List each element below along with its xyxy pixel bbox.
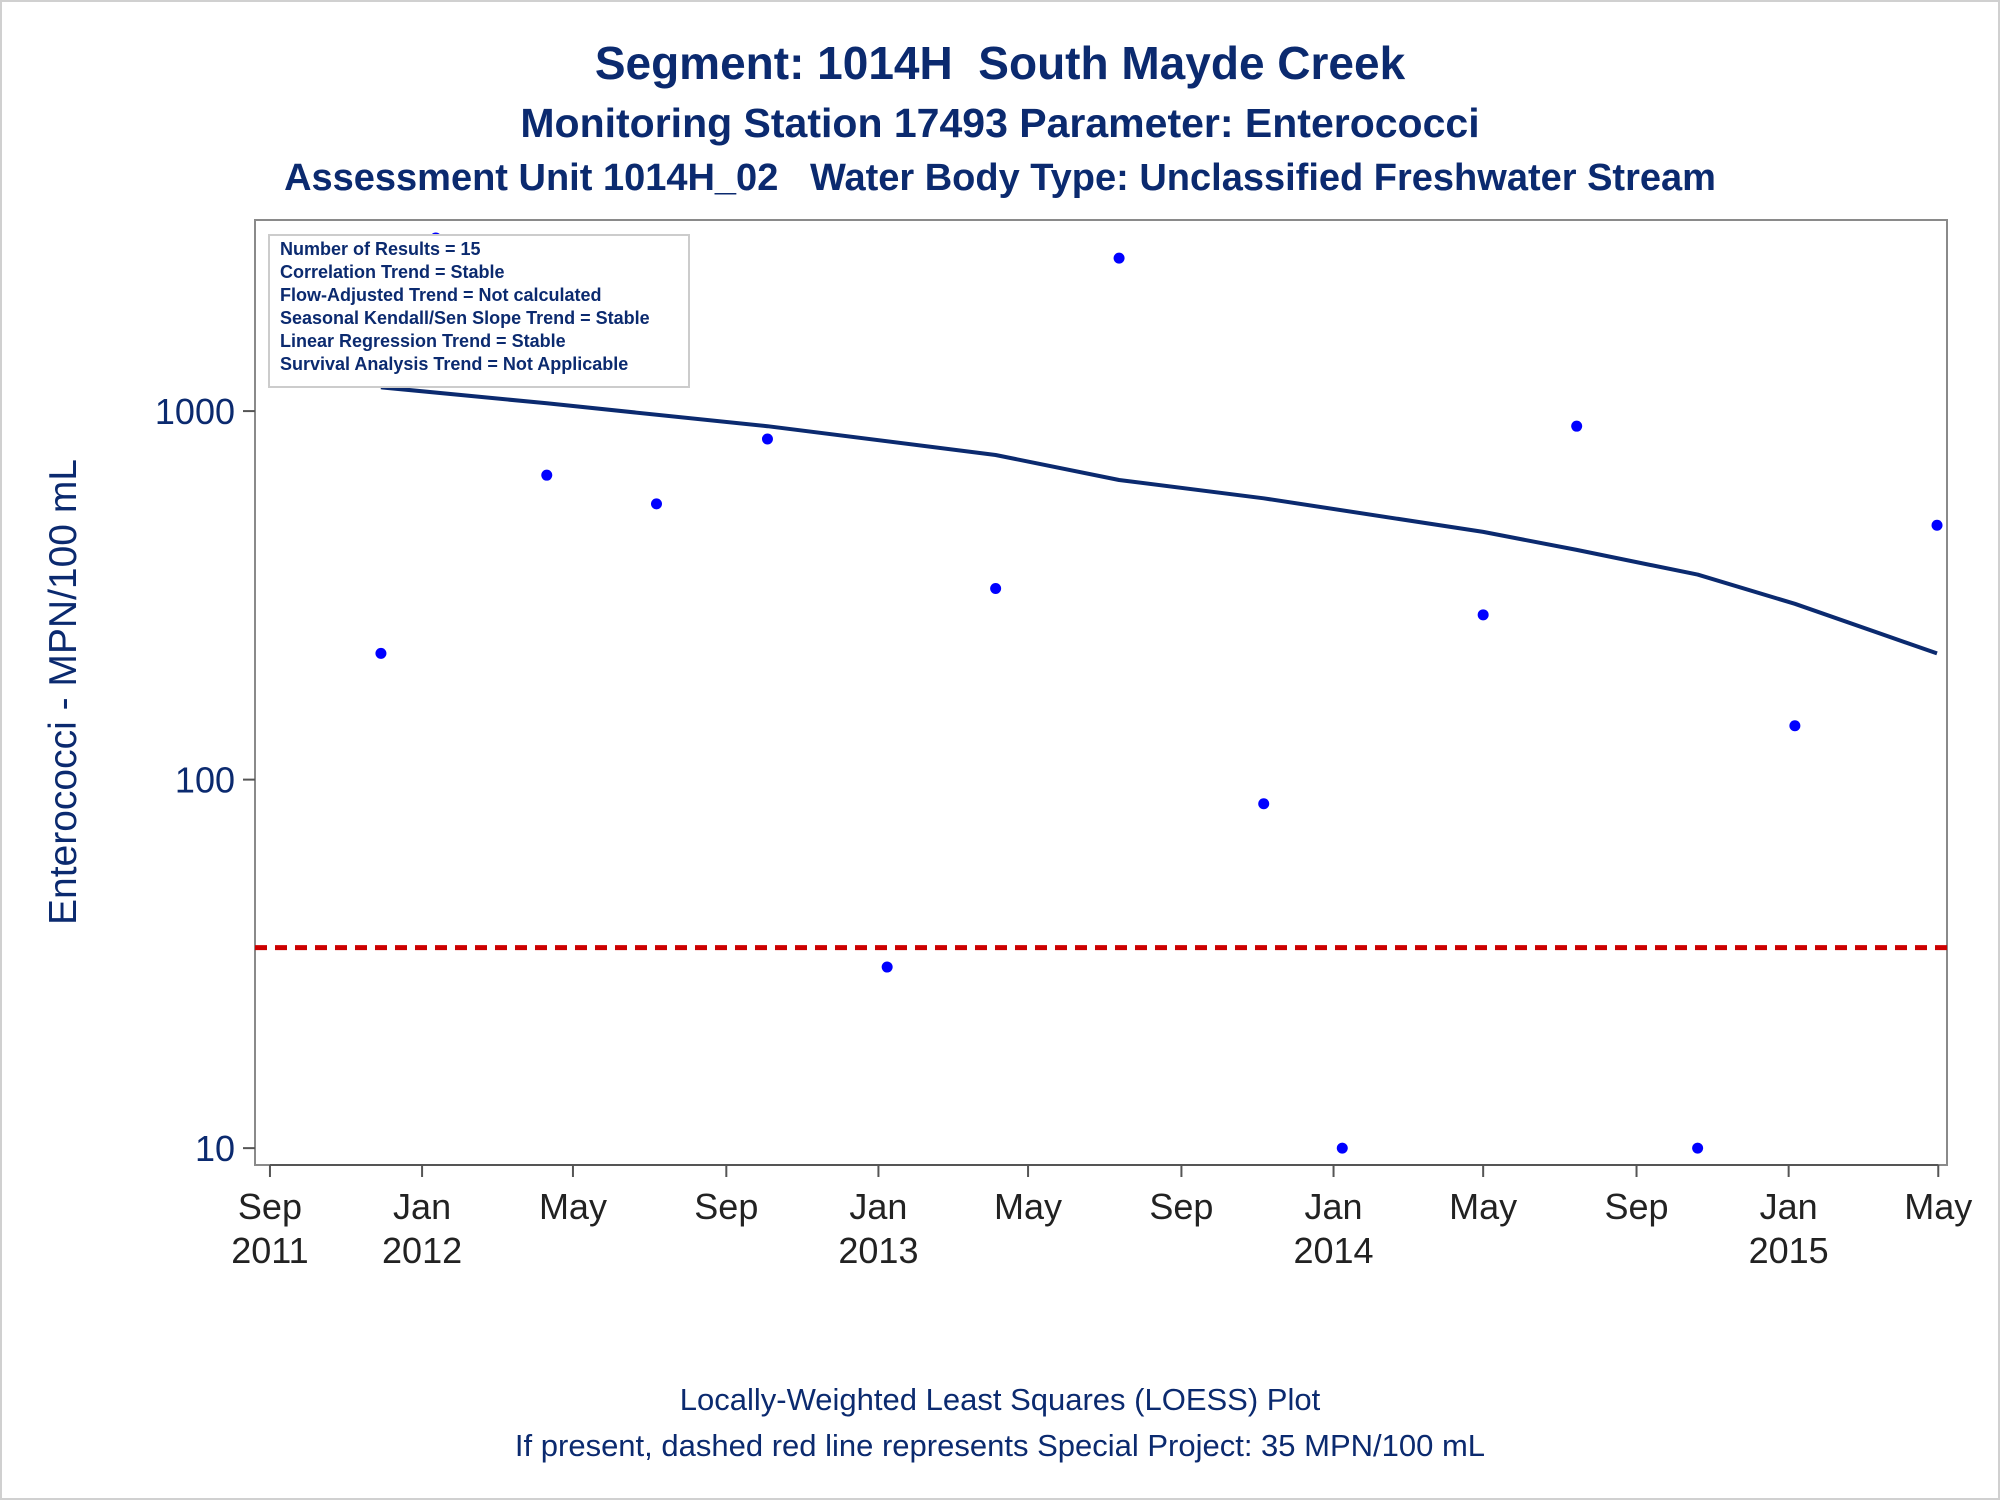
x-tick-label-month: Jan [849, 1186, 907, 1227]
x-tick-label-month: Jan [1305, 1186, 1363, 1227]
x-tick-label-month: Jan [1760, 1186, 1818, 1227]
data-point [541, 469, 553, 481]
x-tick-label-year: 2011 [231, 1230, 308, 1271]
legend: Number of Results = 15 Correlation Trend … [268, 234, 690, 388]
x-tick-label-month: Sep [694, 1186, 758, 1227]
legend-line: Survival Analysis Trend = Not Applicable [280, 354, 628, 374]
data-point [990, 583, 1002, 595]
legend-box [268, 234, 690, 388]
footnote-reference: If present, dashed red line represents S… [514, 1428, 1486, 1463]
data-point [1113, 252, 1125, 264]
data-point [1931, 519, 1943, 531]
legend-line: Number of Results = 15 [280, 239, 481, 259]
data-point [1692, 1142, 1704, 1154]
footnote-method: Locally-Weighted Least Squares (LOESS) P… [679, 1382, 1321, 1417]
x-tick-label-year: 2014 [1293, 1230, 1373, 1271]
data-point [1258, 798, 1270, 810]
x-tick-label-month: Jan [393, 1186, 451, 1227]
x-tick-label-month: Sep [1149, 1186, 1213, 1227]
data-point [761, 433, 773, 445]
points-group [375, 232, 1943, 1154]
data-point [650, 498, 662, 510]
x-tick-label-month: Sep [238, 1186, 302, 1227]
x-tick-label-month: May [539, 1186, 607, 1227]
chart-subtitle-station: Monitoring Station 17493 Parameter: Ente… [520, 100, 1480, 146]
data-point [1336, 1142, 1348, 1154]
y-tick-label: 10 [195, 1128, 235, 1169]
legend-line: Correlation Trend = Stable [280, 262, 505, 282]
y-axis-label: Enterococci - MPN/100 mL [42, 459, 85, 925]
legend-line: Seasonal Kendall/Sen Slope Trend = Stabl… [280, 308, 650, 328]
x-tick-label-month: May [1904, 1186, 1972, 1227]
x-tick-label-month: May [994, 1186, 1062, 1227]
data-point [375, 647, 387, 659]
chart-title: Segment: 1014H South Mayde Creek [594, 37, 1406, 89]
data-point [1477, 609, 1489, 621]
data-point [881, 961, 893, 973]
loess-line [380, 385, 1938, 656]
loess-group [380, 385, 1938, 656]
chart-subtitle-assessment: Assessment Unit 1014H_02 Water Body Type… [284, 157, 1716, 199]
legend-line: Flow-Adjusted Trend = Not calculated [280, 285, 602, 305]
data-point [1789, 720, 1801, 732]
y-tick-label: 100 [175, 760, 235, 801]
data-point [1571, 420, 1583, 432]
x-tick-label-year: 2013 [838, 1230, 918, 1271]
x-tick-label-year: 2015 [1749, 1230, 1829, 1271]
x-tick-label-month: May [1449, 1186, 1517, 1227]
legend-line: Linear Regression Trend = Stable [280, 331, 566, 351]
y-axis: 10 100 1000 [155, 391, 255, 1169]
x-tick-label-month: Sep [1604, 1186, 1668, 1227]
x-tick-label-year: 2012 [382, 1230, 462, 1271]
y-tick-label: 1000 [155, 391, 235, 432]
